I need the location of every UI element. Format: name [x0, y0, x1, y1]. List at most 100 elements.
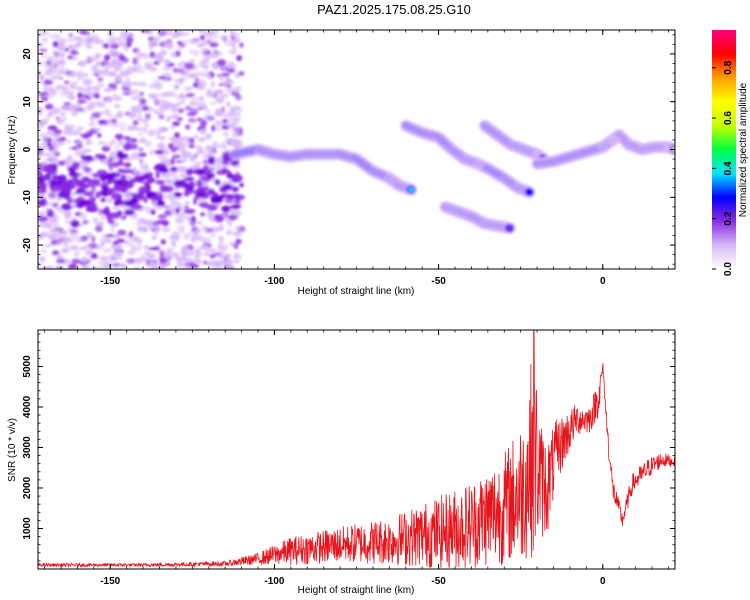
heatmap-cell — [132, 81, 140, 86]
heatmap-cell — [140, 165, 149, 171]
heatmap-cell — [162, 66, 172, 71]
heatmap-cell — [46, 129, 56, 137]
heatmap-cell — [106, 161, 114, 168]
heatmap-cell — [232, 86, 242, 93]
heatmap-cell — [71, 110, 79, 117]
heatmap-cell — [65, 37, 76, 43]
heatmap-cell — [231, 174, 243, 183]
heatmap-cell — [162, 128, 168, 132]
heatmap-cell — [181, 70, 191, 76]
heatmap-cell — [209, 42, 219, 48]
y-tick-label: 10 — [22, 96, 33, 108]
colorbar-bar — [712, 30, 736, 269]
heatmap-cell — [216, 73, 223, 78]
heatmap-cell — [170, 166, 178, 172]
heatmap-cell — [207, 189, 215, 195]
heatmap-cell — [98, 140, 105, 146]
heatmap-cell — [157, 30, 167, 37]
heatmap-cell — [68, 226, 73, 232]
snr-minor-ticks — [38, 330, 675, 569]
heatmap-cell — [77, 62, 87, 67]
heatmap-cell — [94, 100, 104, 107]
heatmap-cell — [58, 160, 66, 166]
heatmap-cell — [94, 153, 102, 159]
heatmap-cell — [63, 80, 70, 85]
heatmap-cell — [217, 242, 223, 248]
heatmap-cell — [66, 139, 71, 144]
heatmap-cell — [184, 184, 194, 192]
heatmap-cell — [184, 62, 195, 70]
heatmap-cell — [164, 178, 174, 184]
x-tick-label: -150 — [100, 576, 120, 587]
heatmap-cell — [78, 147, 84, 151]
heatmap-cell — [76, 143, 83, 149]
heatmap-cell — [60, 203, 72, 211]
heatmap-cell — [61, 247, 68, 254]
y-tick-label: 1000 — [22, 517, 33, 540]
heatmap-cell — [49, 156, 58, 163]
heatmap-cell — [81, 155, 94, 162]
heatmap-cell — [118, 54, 125, 61]
heatmap-cell — [232, 210, 242, 216]
heatmap-cell — [125, 183, 134, 189]
heatmap-cell — [206, 237, 212, 244]
heatmap-cell — [86, 179, 98, 188]
heatmap-cell — [191, 97, 201, 102]
heatmap-cell — [79, 30, 88, 35]
y-tick-label: -20 — [22, 237, 33, 252]
heatmap-cell — [123, 169, 135, 174]
chart-title: PAZ1.2025.175.08.25.G10 — [317, 2, 471, 17]
heatmap-cell — [206, 249, 212, 253]
heatmap-cell — [95, 62, 103, 66]
heatmap-cell — [157, 76, 167, 80]
heatmap-cell — [214, 260, 221, 267]
heatmap-cell — [91, 66, 98, 71]
heatmap-cell — [192, 230, 198, 237]
heatmap-cell — [86, 95, 91, 101]
snr-y-label: SNR (10 * v/v) — [7, 418, 18, 482]
heatmap-cell — [92, 264, 98, 269]
heatmap-cell — [64, 123, 69, 129]
heatmap-cell — [150, 209, 156, 215]
heatmap-cell — [133, 63, 143, 71]
heatmap-cell — [135, 194, 145, 201]
heatmap-cell — [234, 252, 239, 257]
heatmap-cell — [222, 131, 230, 137]
heatmap-cell — [236, 55, 243, 62]
heatmap-cell — [53, 214, 60, 221]
heatmap-cell — [160, 262, 166, 266]
heatmap-cell — [163, 251, 173, 258]
heatmap-cell — [228, 49, 237, 55]
heatmap-cell — [168, 197, 179, 202]
heatmap-cell — [170, 136, 178, 141]
heatmap-cell — [38, 91, 41, 97]
heatmap-cell — [126, 32, 134, 37]
heatmap-cell — [131, 96, 137, 100]
heatmap-cell — [188, 59, 196, 63]
heatmap-cell — [219, 238, 224, 243]
x-tick-label: -150 — [100, 276, 120, 287]
heatmap-cell — [100, 213, 106, 221]
heatmap-cell — [184, 105, 192, 111]
heatmap-cell — [115, 206, 120, 210]
heatmap-cell — [183, 190, 191, 197]
heatmap-cell — [214, 179, 221, 186]
heatmap-cell — [73, 36, 82, 41]
colorbar-tick-label: 0.6 — [723, 111, 734, 125]
heatmap-cell — [132, 236, 139, 242]
heatmap-cell — [149, 224, 156, 230]
heatmap-cell — [45, 31, 51, 36]
heatmap-cell — [66, 73, 74, 78]
heatmap-cell — [102, 185, 109, 192]
colorbar-tick-label: 0.2 — [723, 211, 734, 225]
heatmap-cell — [221, 244, 229, 251]
heatmap-cell — [69, 182, 76, 190]
heatmap-cell — [143, 244, 150, 250]
heatmap-cell — [43, 94, 48, 98]
heatmap-cell — [53, 151, 61, 157]
heatmap-cell — [97, 259, 107, 265]
x-tick-label: -50 — [431, 276, 446, 287]
heatmap-cell — [507, 226, 513, 231]
heatmap-cell — [120, 40, 127, 48]
heatmap-cell — [57, 191, 66, 199]
